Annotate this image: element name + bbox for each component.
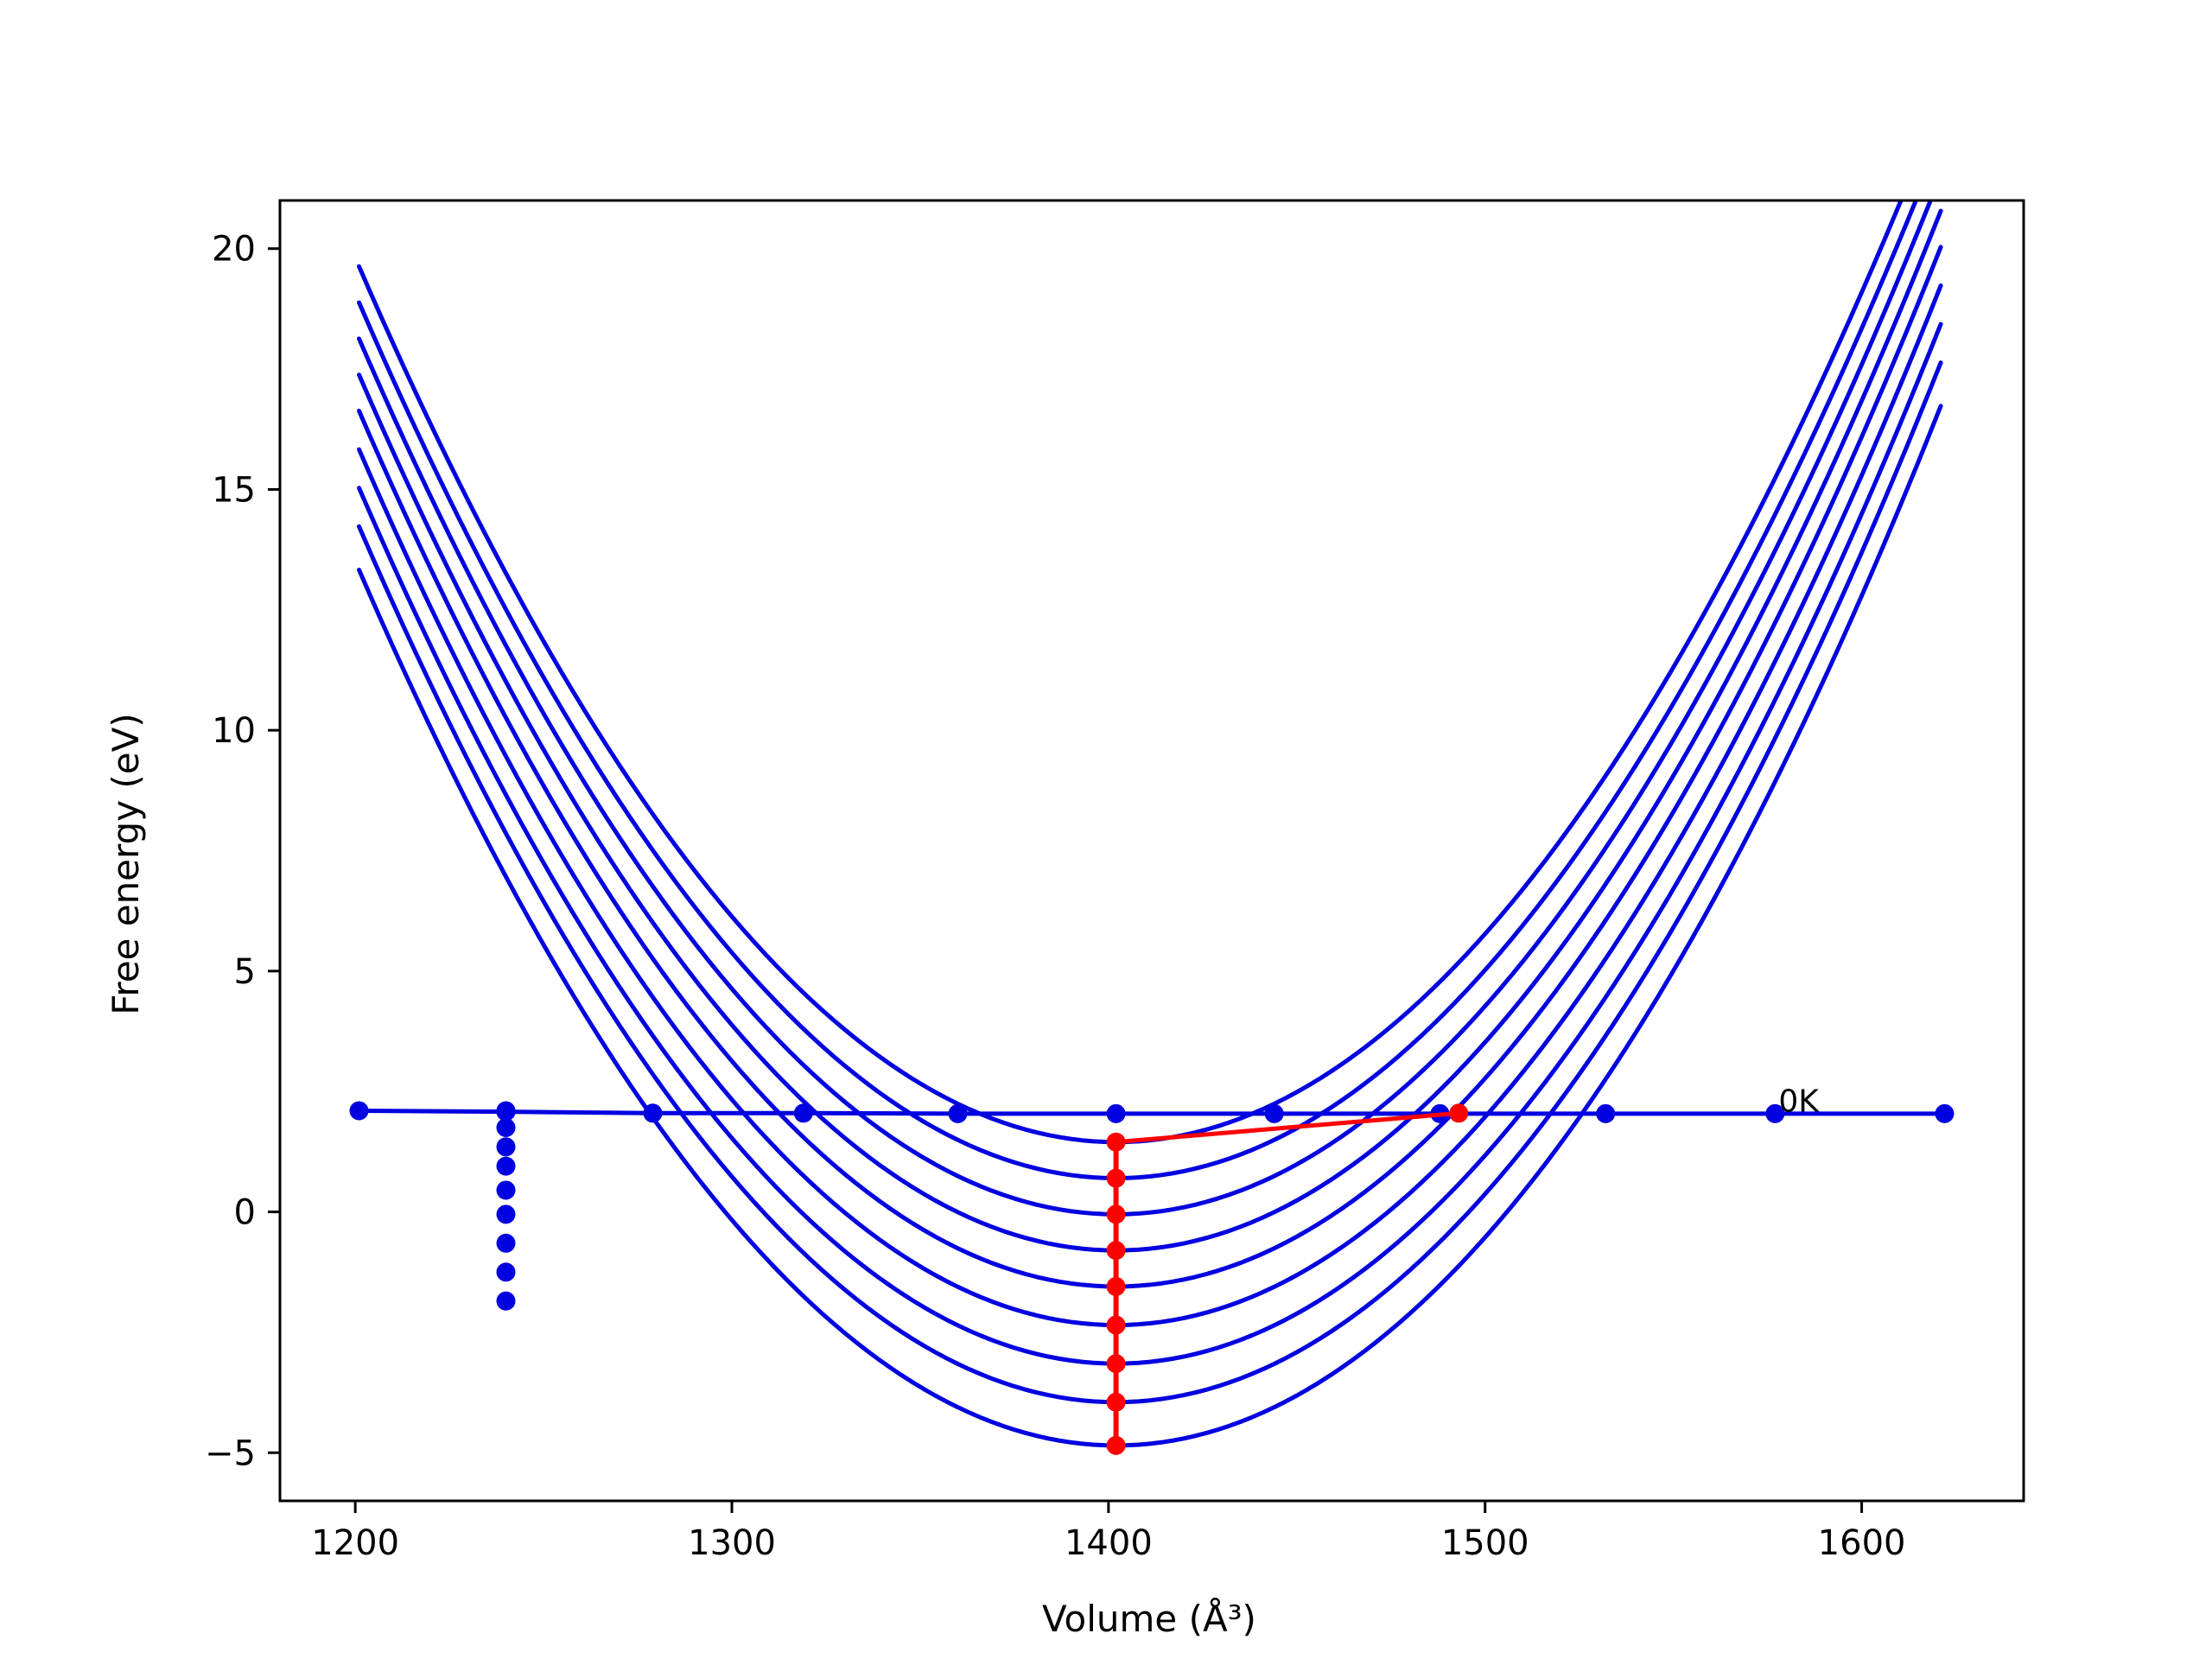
x-tick-label-4: 1500 [1441, 1523, 1529, 1563]
red-series-point-6 [1106, 1315, 1126, 1335]
energy-curve-4 [357, 208, 1943, 1253]
horizontal-series-point-5 [948, 1103, 968, 1123]
plot-frame [278, 199, 2025, 1503]
energy-curve-2 [357, 200, 1919, 1181]
red-series-point-4 [1106, 1241, 1126, 1261]
y-axis-title: Free energy (eV) [105, 713, 147, 1015]
y-tick-label-5: 15 [212, 470, 256, 510]
y-tick-label-1: −5 [205, 1433, 256, 1473]
horizontal-series-point-9 [1596, 1103, 1616, 1123]
y-tick-label-4: 10 [212, 711, 256, 751]
red-series-point-1 [1106, 1132, 1126, 1152]
x-tick-label-1: 1200 [311, 1523, 399, 1563]
energy-curve-5 [357, 245, 1943, 1289]
vertical-blue-point-8 [496, 1262, 516, 1282]
axis-layer: 0K 1200 1300 1400 1500 1600 −5 0 5 10 15 20 [205, 199, 2025, 1563]
horizontal-series-point-7 [1264, 1103, 1284, 1123]
vertical-blue-point-4 [496, 1156, 516, 1176]
red-series-point-7 [1106, 1354, 1126, 1374]
annotation-label-1: 0K [1778, 1084, 1820, 1119]
horizontal-series-point-3 [643, 1103, 663, 1123]
x-tick-label-3: 1400 [1065, 1523, 1153, 1563]
horizontal-series-point-10 [1765, 1103, 1785, 1123]
vertical-blue-point-5 [496, 1180, 516, 1200]
red-series-point-3 [1106, 1205, 1126, 1224]
energy-curve-8 [357, 360, 1943, 1405]
vertical-blue-point-2 [496, 1118, 516, 1138]
x-tick-label-5: 1600 [1818, 1523, 1906, 1563]
x-axis-title: Volume (Å³) [1042, 1597, 1256, 1640]
vertical-blue-point-1 [496, 1101, 516, 1121]
vertical-blue-point-3 [496, 1137, 516, 1157]
red-series-point-2 [1106, 1168, 1126, 1188]
energy-curve-6 [357, 283, 1943, 1328]
red-series-point-9 [1106, 1435, 1126, 1455]
horizontal-series-point-6 [1106, 1103, 1126, 1123]
y-tick-label-2: 0 [234, 1193, 256, 1233]
x-tick-label-2: 1300 [688, 1523, 776, 1563]
vertical-blue-point-6 [496, 1205, 516, 1224]
horizontal-series-point-11 [1935, 1103, 1955, 1123]
energy-curve-3 [357, 200, 1933, 1217]
red-series-end-point [1449, 1103, 1469, 1123]
red-series-point-5 [1106, 1276, 1126, 1296]
horizontal-series-point-1 [349, 1101, 369, 1121]
energy-curve-7 [357, 321, 1943, 1366]
vertical-blue-point-7 [496, 1233, 516, 1253]
y-tick-label-3: 5 [234, 952, 256, 992]
horizontal-series-point-4 [793, 1103, 813, 1123]
plot-layer [349, 200, 1955, 1455]
vertical-blue-point-9 [496, 1291, 516, 1311]
energy-curve-9 [357, 404, 1943, 1448]
red-connector-line [1114, 1110, 1461, 1145]
y-tick-label-6: 20 [212, 230, 256, 270]
red-series-point-8 [1106, 1392, 1126, 1412]
